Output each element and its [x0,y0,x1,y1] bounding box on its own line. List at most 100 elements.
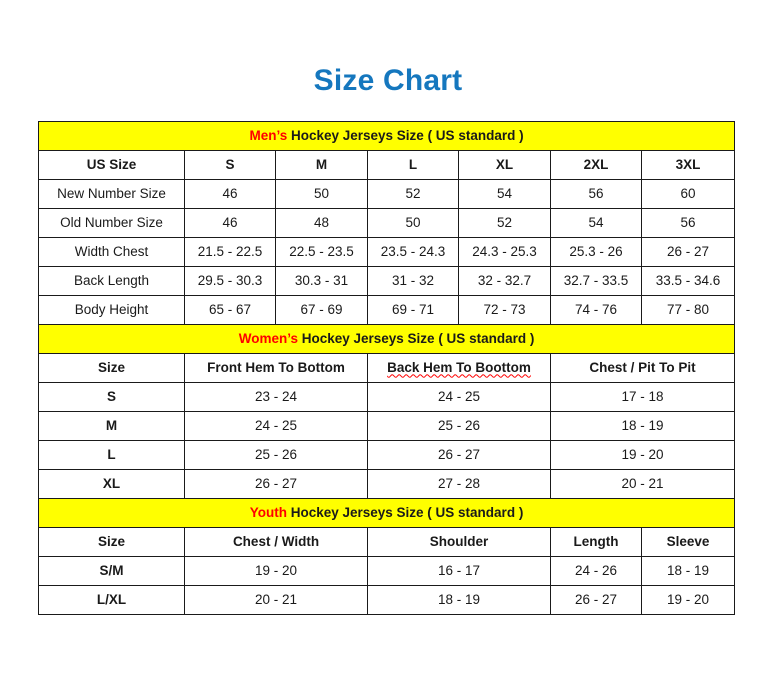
cell-mens-0-0: 46 [184,179,276,209]
cell-mens-4-0: 65 - 67 [184,295,276,325]
cell-womens-2-0: 25 - 26 [184,440,368,470]
column-header-youth-3: Length [550,527,642,557]
section-header-accent-mens: Men’s [249,127,288,143]
column-header-youth-4: Sleeve [640,527,736,557]
cell-mens-0-2: 52 [367,179,459,209]
cell-mens-2-1: 22.5 - 23.5 [275,237,368,267]
column-header-womens-0: Size [38,353,185,383]
section-header-youth: Youth Hockey Jerseys Size ( US standard … [37,498,736,528]
cell-mens-0-4: 56 [550,179,642,209]
cell-womens-0-2: 17 - 18 [549,382,736,412]
table-row: New Number Size 46 50 52 54 56 60 [38,179,736,209]
row-label-womens-2: L [38,440,185,470]
cell-mens-1-3: 52 [458,208,551,238]
row-label-mens-2: Width Chest [38,237,185,267]
cell-mens-3-1: 30.3 - 31 [275,266,368,296]
column-header-mens-1: S [184,150,276,180]
cell-mens-0-3: 54 [458,179,551,209]
column-header-womens-2-text: Back Hem To Boottom [387,359,531,375]
row-label-youth-1: L/XL [38,585,185,615]
table-row: Body Height 65 - 67 67 - 69 69 - 71 72 -… [38,295,736,325]
cell-mens-2-5: 26 - 27 [640,237,736,267]
column-header-youth-2: Shoulder [367,527,551,557]
column-header-row-youth: Size Chest / Width Shoulder Length Sleev… [38,527,736,557]
column-header-mens-2: M [275,150,368,180]
cell-womens-0-0: 23 - 24 [184,382,368,412]
row-label-womens-1: M [38,411,185,441]
cell-womens-1-0: 24 - 25 [184,411,368,441]
column-header-mens-3: L [367,150,459,180]
cell-womens-3-1: 27 - 28 [367,469,551,499]
column-header-youth-1: Chest / Width [184,527,368,557]
cell-mens-3-3: 32 - 32.7 [458,266,551,296]
column-header-womens-2: Back Hem To Boottom [367,353,551,383]
cell-mens-4-2: 69 - 71 [367,295,459,325]
column-header-mens-4: XL [458,150,551,180]
table-row: L 25 - 26 26 - 27 19 - 20 [38,440,736,470]
cell-womens-1-1: 25 - 26 [367,411,551,441]
cell-mens-3-2: 31 - 32 [367,266,459,296]
cell-mens-4-5: 77 - 80 [640,295,736,325]
section-header-mens: Men’s Hockey Jerseys Size ( US standard … [37,121,736,151]
table-row: S 23 - 24 24 - 25 17 - 18 [38,382,736,412]
cell-youth-0-1: 16 - 17 [367,556,551,586]
section-header-row-womens: Women’s Hockey Jerseys Size ( US standar… [37,324,736,354]
section-header-womens: Women’s Hockey Jerseys Size ( US standar… [37,324,736,354]
column-header-mens-6: 3XL [640,150,736,180]
row-label-mens-0: New Number Size [38,179,185,209]
row-label-mens-3: Back Length [38,266,185,296]
column-header-youth-0: Size [38,527,185,557]
cell-mens-0-5: 60 [640,179,736,209]
table-row: Old Number Size 46 48 50 52 54 56 [38,208,736,238]
cell-mens-1-0: 46 [184,208,276,238]
cell-mens-2-4: 25.3 - 26 [550,237,642,267]
row-label-mens-1: Old Number Size [38,208,185,238]
section-header-rest-womens: Hockey Jerseys Size ( US standard ) [297,330,535,346]
cell-youth-1-1: 18 - 19 [367,585,551,615]
cell-mens-4-1: 67 - 69 [275,295,368,325]
cell-mens-0-1: 50 [275,179,368,209]
table-row: XL 26 - 27 27 - 28 20 - 21 [38,469,736,499]
cell-mens-4-3: 72 - 73 [458,295,551,325]
section-header-rest-youth: Hockey Jerseys Size ( US standard ) [286,504,524,520]
cell-youth-1-3: 19 - 20 [640,585,736,615]
cell-womens-1-2: 18 - 19 [549,411,736,441]
cell-youth-0-2: 24 - 26 [550,556,642,586]
cell-womens-3-2: 20 - 21 [549,469,736,499]
cell-youth-0-3: 18 - 19 [640,556,736,586]
size-chart-table: Men’s Hockey Jerseys Size ( US standard … [37,121,736,615]
table-row: Back Length 29.5 - 30.3 30.3 - 31 31 - 3… [38,266,736,296]
cell-mens-2-2: 23.5 - 24.3 [367,237,459,267]
cell-mens-1-2: 50 [367,208,459,238]
column-header-womens-1: Front Hem To Bottom [184,353,368,383]
section-header-accent-youth: Youth [249,504,287,520]
column-header-row-mens: US Size S M L XL 2XL 3XL [38,150,736,180]
column-header-mens-5: 2XL [550,150,642,180]
cell-mens-1-1: 48 [275,208,368,238]
cell-womens-0-1: 24 - 25 [367,382,551,412]
table-row: L/XL 20 - 21 18 - 19 26 - 27 19 - 20 [38,585,736,615]
section-header-rest-mens: Hockey Jerseys Size ( US standard ) [287,127,524,143]
cell-mens-3-0: 29.5 - 30.3 [184,266,276,296]
row-label-youth-0: S/M [38,556,185,586]
column-header-mens-0: US Size [38,150,185,180]
cell-youth-1-0: 20 - 21 [184,585,368,615]
cell-womens-3-0: 26 - 27 [184,469,368,499]
section-header-accent-womens: Women’s [238,330,298,346]
section-header-row-youth: Youth Hockey Jerseys Size ( US standard … [37,498,736,528]
cell-mens-2-3: 24.3 - 25.3 [458,237,551,267]
row-label-mens-4: Body Height [38,295,185,325]
size-chart-table-container: Men’s Hockey Jerseys Size ( US standard … [37,121,736,615]
cell-mens-3-5: 33.5 - 34.6 [640,266,736,296]
cell-mens-1-5: 56 [640,208,736,238]
cell-womens-2-2: 19 - 20 [549,440,736,470]
section-header-row-mens: Men’s Hockey Jerseys Size ( US standard … [37,121,736,151]
cell-youth-0-0: 19 - 20 [184,556,368,586]
column-header-womens-3: Chest / Pit To Pit [549,353,736,383]
cell-youth-1-2: 26 - 27 [550,585,642,615]
cell-mens-4-4: 74 - 76 [550,295,642,325]
page-title: Size Chart [313,64,463,97]
cell-mens-2-0: 21.5 - 22.5 [184,237,276,267]
table-row: Width Chest 21.5 - 22.5 22.5 - 23.5 23.5… [38,237,736,267]
